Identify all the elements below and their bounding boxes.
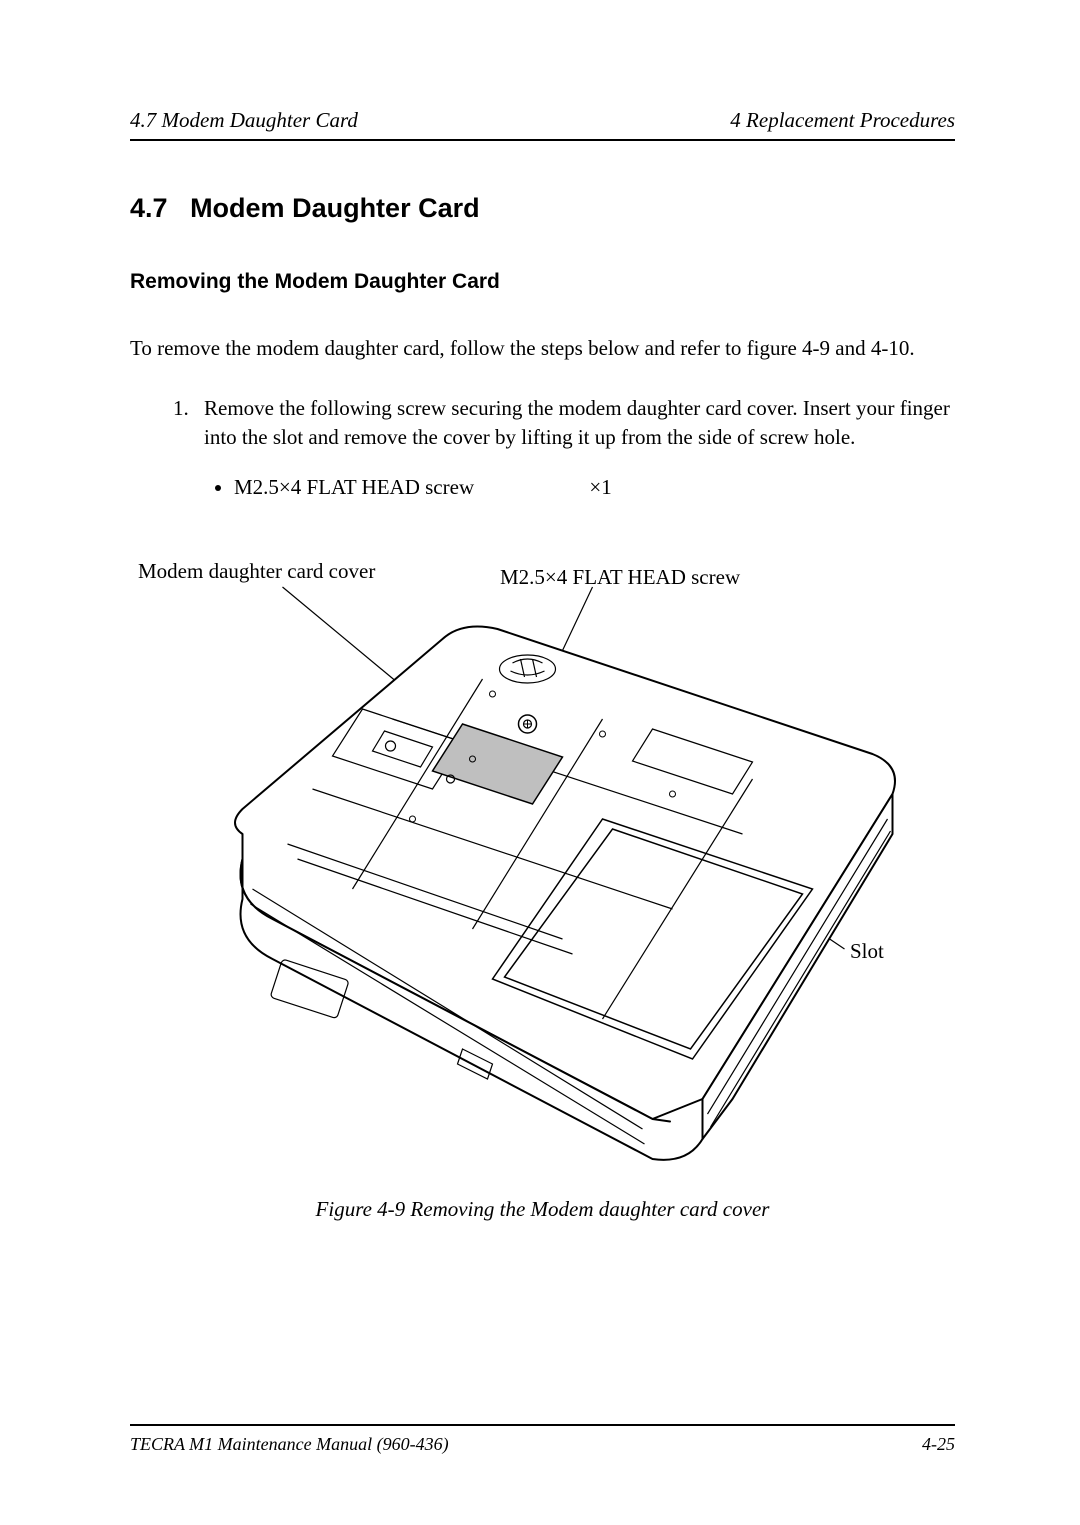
footer-right: 4-25 bbox=[922, 1434, 955, 1455]
step-text: Remove the following screw securing the … bbox=[204, 396, 950, 448]
section-heading: 4.7 Modem Daughter Card bbox=[130, 193, 955, 224]
screw-quantity: ×1 bbox=[589, 473, 611, 501]
section-number: 4.7 bbox=[130, 193, 168, 223]
page-container: 4.7 Modem Daughter Card 4 Replacement Pr… bbox=[0, 0, 1080, 1525]
header-left: 4.7 Modem Daughter Card bbox=[130, 108, 358, 133]
intro-paragraph: To remove the modem daughter card, follo… bbox=[130, 334, 955, 362]
list-item: M2.5×4 FLAT HEAD screw ×1 bbox=[234, 473, 955, 501]
running-footer: TECRA M1 Maintenance Manual (960-436) 4-… bbox=[130, 1424, 955, 1455]
running-header: 4.7 Modem Daughter Card 4 Replacement Pr… bbox=[130, 108, 955, 141]
bullet-list: M2.5×4 FLAT HEAD screw ×1 bbox=[204, 473, 955, 501]
figure-illustration bbox=[130, 559, 955, 1179]
figure-caption: Figure 4-9 Removing the Modem daughter c… bbox=[130, 1197, 955, 1222]
screw-spec: M2.5×4 FLAT HEAD screw bbox=[234, 473, 474, 501]
numbered-list: Remove the following screw securing the … bbox=[130, 394, 955, 501]
section-title: Modem Daughter Card bbox=[190, 193, 480, 223]
figure-container: Modem daughter card cover M2.5×4 FLAT HE… bbox=[130, 559, 955, 1179]
header-right: 4 Replacement Procedures bbox=[730, 108, 955, 133]
list-item: Remove the following screw securing the … bbox=[194, 394, 955, 501]
sub-heading: Removing the Modem Daughter Card bbox=[130, 270, 955, 294]
footer-left: TECRA M1 Maintenance Manual (960-436) bbox=[130, 1434, 449, 1455]
